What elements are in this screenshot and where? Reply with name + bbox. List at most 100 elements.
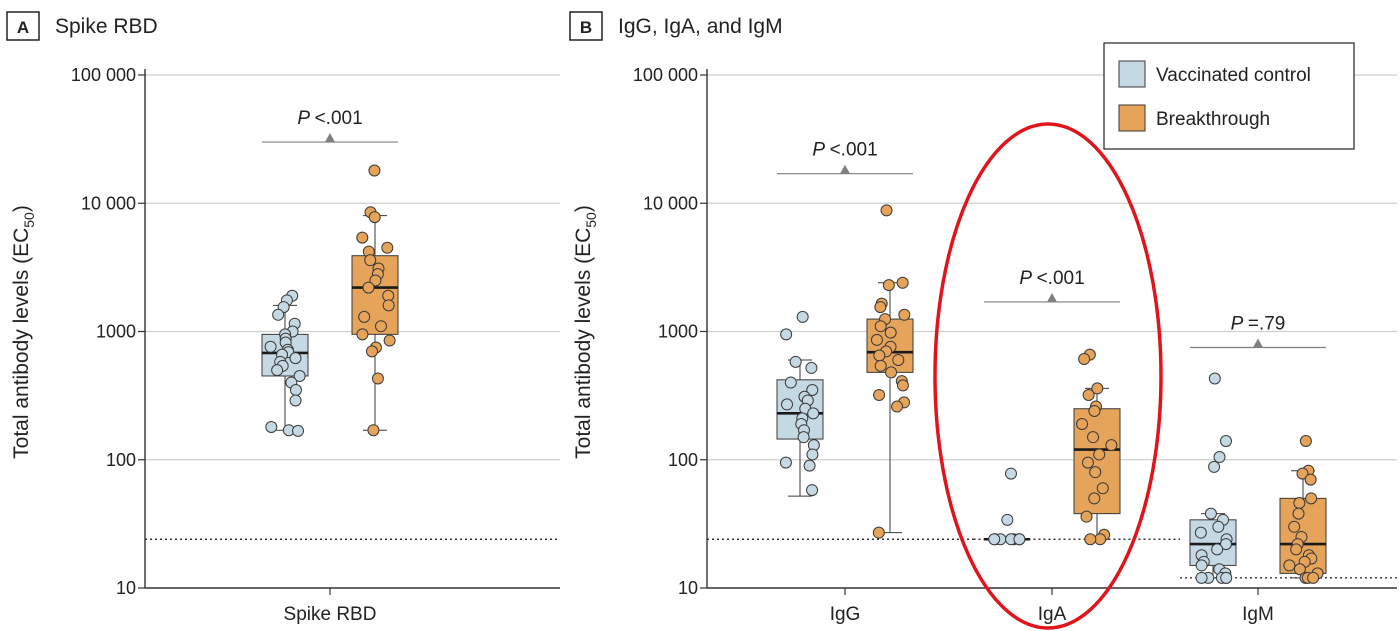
data-point (1105, 439, 1118, 452)
data-point (779, 456, 792, 469)
data-point (289, 394, 302, 407)
data-point (358, 310, 371, 323)
y-tick-label: 100 (668, 450, 698, 470)
y-tick-label: 10 (116, 578, 136, 598)
data-point (803, 459, 816, 472)
data-point (1204, 507, 1217, 520)
data-point (1293, 497, 1306, 510)
data-point (1299, 435, 1312, 448)
panel-b-plot: 10 100 1000 10 000 100 000 IgG IgA IgM P <.001 P … (633, 65, 1397, 625)
data-point (1078, 353, 1091, 366)
x-category-label: IgG (830, 604, 861, 625)
y-tick-label: 10 000 (81, 193, 136, 213)
legend-label-breakthrough: Breakthrough (1156, 109, 1270, 130)
data-point (1076, 417, 1089, 430)
data-point (1208, 460, 1221, 473)
data-point (797, 431, 810, 444)
y-tick-label: 100 000 (633, 65, 698, 85)
data-point (1307, 571, 1320, 584)
data-point (870, 333, 883, 346)
data-point (1292, 507, 1305, 520)
y-tick-label: 1000 (658, 322, 698, 342)
legend-frame (1103, 42, 1355, 150)
data-point (885, 366, 898, 379)
panel-b-letter: B (580, 18, 592, 37)
y-tick-label: 10 (678, 578, 698, 598)
y-tick-label: 100 (106, 450, 136, 470)
x-category-label: IgA (1038, 604, 1067, 625)
data-point (898, 308, 911, 321)
data-point (880, 204, 893, 217)
data-point (806, 383, 819, 396)
pvalue-marker (1253, 338, 1263, 348)
panel-a-title: Spike RBD (55, 15, 158, 38)
data-point (272, 308, 285, 321)
pvalue-marker (840, 164, 850, 174)
panel-b-letter-box (569, 11, 603, 41)
data-point (1296, 467, 1309, 480)
data-point (1088, 492, 1101, 505)
data-point (891, 400, 904, 413)
data-point (1283, 559, 1296, 572)
data-point (1220, 571, 1233, 584)
data-point (365, 345, 378, 358)
panel-b-ylabel: Total antibody levels (EC50) (572, 205, 599, 459)
data-point (1093, 448, 1106, 461)
data-point (784, 376, 797, 389)
data-point (369, 274, 382, 287)
data-point (1096, 482, 1109, 495)
data-point (882, 279, 895, 292)
pvalue-label: P <.001 (812, 140, 877, 161)
data-point (368, 211, 381, 224)
data-point (892, 353, 905, 366)
data-point (1304, 473, 1317, 486)
data-point (1208, 372, 1221, 385)
legend-swatch-vaccinated-control (1118, 60, 1146, 88)
data-point (1082, 388, 1095, 401)
data-point (789, 355, 802, 368)
pvalue-label: P <.001 (1019, 268, 1084, 289)
legend-swatch-breakthrough (1118, 104, 1146, 132)
data-point (1212, 520, 1225, 533)
data-point (1084, 533, 1097, 546)
data-point (1195, 571, 1208, 584)
data-point (1081, 456, 1094, 469)
data-point (1211, 543, 1224, 556)
data-point (1213, 451, 1226, 464)
data-point (1080, 510, 1093, 523)
data-point (873, 388, 886, 401)
legend-label-vaccinated-control: Vaccinated control (1156, 65, 1311, 86)
data-point (1219, 538, 1232, 551)
data-point (265, 421, 278, 434)
data-point (292, 424, 305, 437)
data-point (1089, 466, 1102, 479)
data-point (371, 372, 384, 385)
pvalue-marker (1047, 292, 1057, 302)
data-point (1219, 435, 1232, 448)
data-point (356, 231, 369, 244)
data-point (988, 533, 1001, 546)
panel-a-letter: A (17, 18, 29, 37)
data-point (873, 349, 886, 362)
data-point (356, 328, 369, 341)
data-point (264, 340, 277, 353)
data-point (374, 320, 387, 333)
data-point (271, 364, 284, 377)
data-point (289, 383, 302, 396)
panel-b-title: IgG, IgA, and IgM (618, 15, 783, 38)
pvalue-label: P <.001 (297, 108, 362, 129)
x-category-label: Spike RBD (284, 604, 377, 625)
data-point (1004, 467, 1017, 480)
panel-a-plot: 10 100 1000 10 000 100 000 Spike RBD P <.001 (71, 65, 560, 625)
y-tick-label: 10 000 (643, 193, 698, 213)
data-point (796, 310, 809, 323)
data-point (896, 379, 909, 392)
panel-a-ylabel: Total antibody levels (EC50) (10, 205, 37, 459)
data-point (896, 276, 909, 289)
data-point (383, 334, 396, 347)
data-point (1305, 492, 1318, 505)
data-point (367, 424, 380, 437)
data-point (1091, 382, 1104, 395)
iga-highlight-ellipse (933, 122, 1163, 630)
